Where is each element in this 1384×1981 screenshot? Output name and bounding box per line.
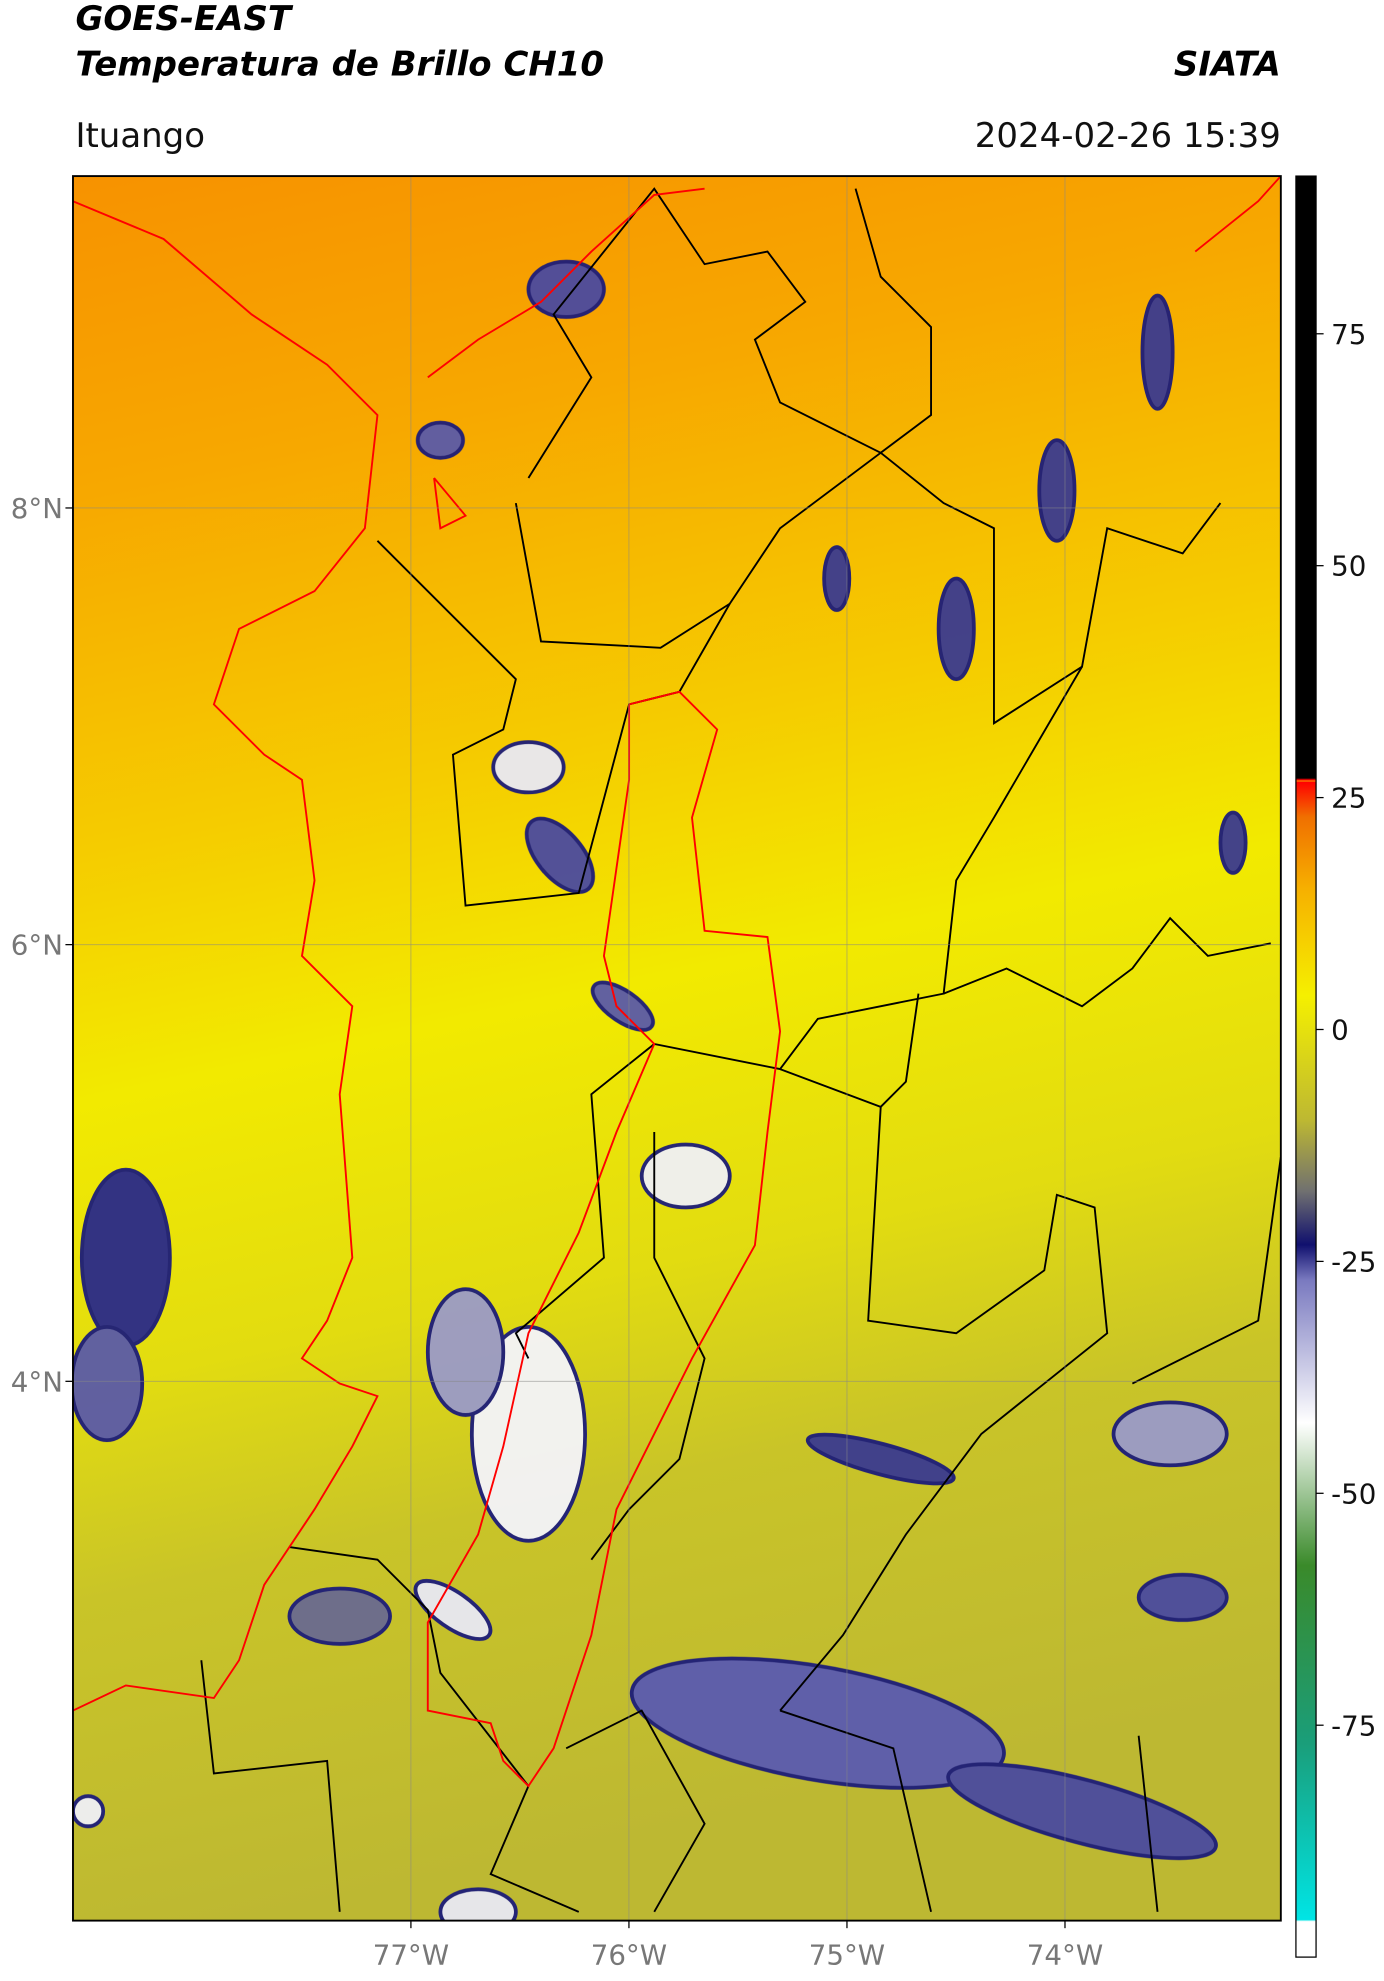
x-tick-label: 77°W: [373, 1939, 449, 1972]
subtitle: Temperatura de Brillo CH10: [75, 44, 604, 84]
y-tick-label: 4°N: [11, 1365, 63, 1398]
colorbar-tick-label: -75: [1331, 1709, 1376, 1742]
boundaries: [200, 187, 1281, 1913]
colorbar-tick-label: -25: [1331, 1245, 1376, 1278]
source: SIATA: [1174, 44, 1281, 84]
y-tick-label: 8°N: [11, 492, 63, 525]
location: Ituango: [75, 116, 205, 156]
coastline-and-region: [72, 176, 1281, 1788]
map-area: [72, 176, 1281, 1921]
colorbar-tick-label: 25: [1331, 782, 1366, 815]
map-frame: [72, 175, 1282, 1922]
colorbar-tick-label: -50: [1331, 1477, 1376, 1510]
colorbar-tick-label: 50: [1331, 550, 1366, 583]
cloud-tops: [72, 259, 1248, 1921]
timestamp: 2024-02-26 15:39: [975, 116, 1281, 156]
y-tick-label: 6°N: [11, 929, 63, 962]
x-tick-label: 76°W: [591, 1939, 667, 1972]
x-tick-label: 75°W: [809, 1939, 885, 1972]
grid: [72, 176, 1281, 1921]
colorbar-tick-label: 0: [1331, 1014, 1349, 1047]
colorbar: [1295, 175, 1317, 1958]
colorbar-tick-label: 75: [1331, 318, 1366, 351]
title: GOES-EAST: [75, 0, 293, 39]
x-tick-label: 74°W: [1027, 1939, 1103, 1972]
